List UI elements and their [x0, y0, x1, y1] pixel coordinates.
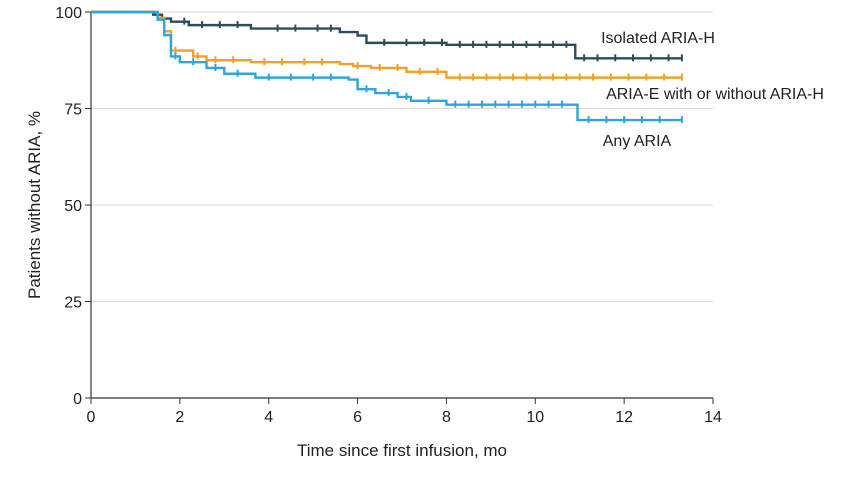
grid	[91, 11, 713, 302]
y-tick-label-50: 50	[64, 198, 82, 215]
x-tick-label-6: 6	[353, 409, 362, 426]
x-tick-label-8: 8	[442, 409, 451, 426]
x-tick-label-14: 14	[704, 409, 722, 426]
x-tick-label-10: 10	[526, 409, 544, 426]
x-tick-label-2: 2	[175, 409, 184, 426]
y-tick-label-0: 0	[73, 391, 82, 408]
y-tick-label-100: 100	[55, 5, 82, 22]
series-label-isolated-aria-h: Isolated ARIA-H	[601, 30, 715, 47]
axes: 0 25 50 75 100 0 2 4 6 8 10 12 14	[55, 5, 722, 426]
x-tick-label-12: 12	[615, 409, 633, 426]
series-line-2	[91, 10, 682, 122]
y-tick-label-25: 25	[64, 295, 82, 312]
series-label-aria-e: ARIA-E with or without ARIA-H	[606, 86, 824, 103]
x-tick-label-4: 4	[264, 409, 273, 426]
x-axis-title: Time since first infusion, mo	[297, 441, 507, 460]
y-axis-title: Patients without ARIA, %	[25, 111, 44, 299]
series	[91, 10, 683, 124]
x-tick-label-0: 0	[87, 409, 96, 426]
y-tick-label-75: 75	[64, 102, 82, 119]
series-label-any-aria: Any ARIA	[603, 133, 672, 150]
